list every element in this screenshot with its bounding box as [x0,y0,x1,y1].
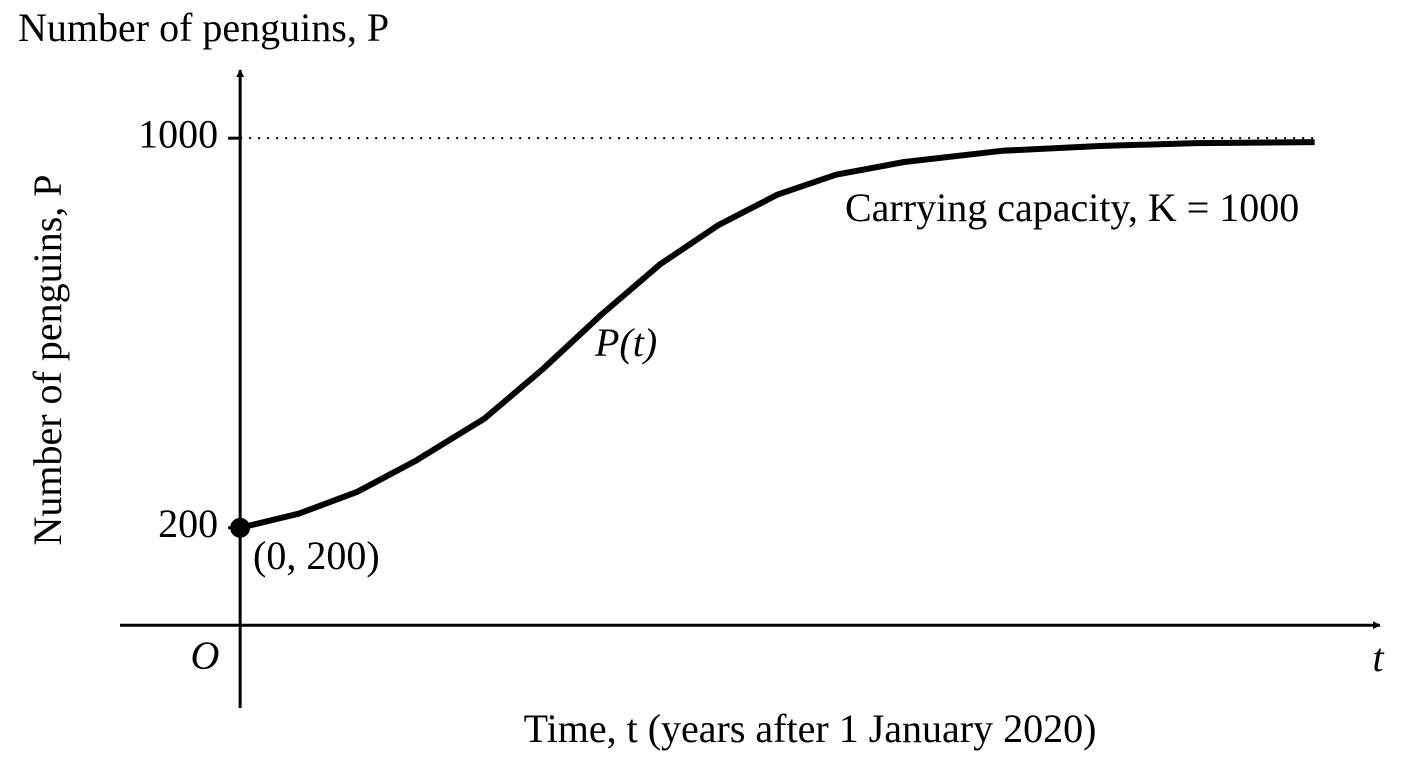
point-annotation: (0, 200) [253,533,380,578]
chart-title: Number of penguins, P [18,5,389,50]
origin-label: O [191,633,220,678]
y-axis-label: Number of penguins, P [25,174,70,545]
start-point [230,517,251,538]
curve-annotation: P(t) [594,320,657,365]
x-axis-label: Time, t (years after 1 January 2020) [524,706,1097,751]
x-axis-symbol: t [1372,635,1384,680]
y-tick-label: 1000 [138,111,218,156]
asymptote-annotation: Carrying capacity, K = 1000 [845,185,1299,230]
curve [239,139,1315,531]
y-tick-label: 200 [158,501,218,546]
